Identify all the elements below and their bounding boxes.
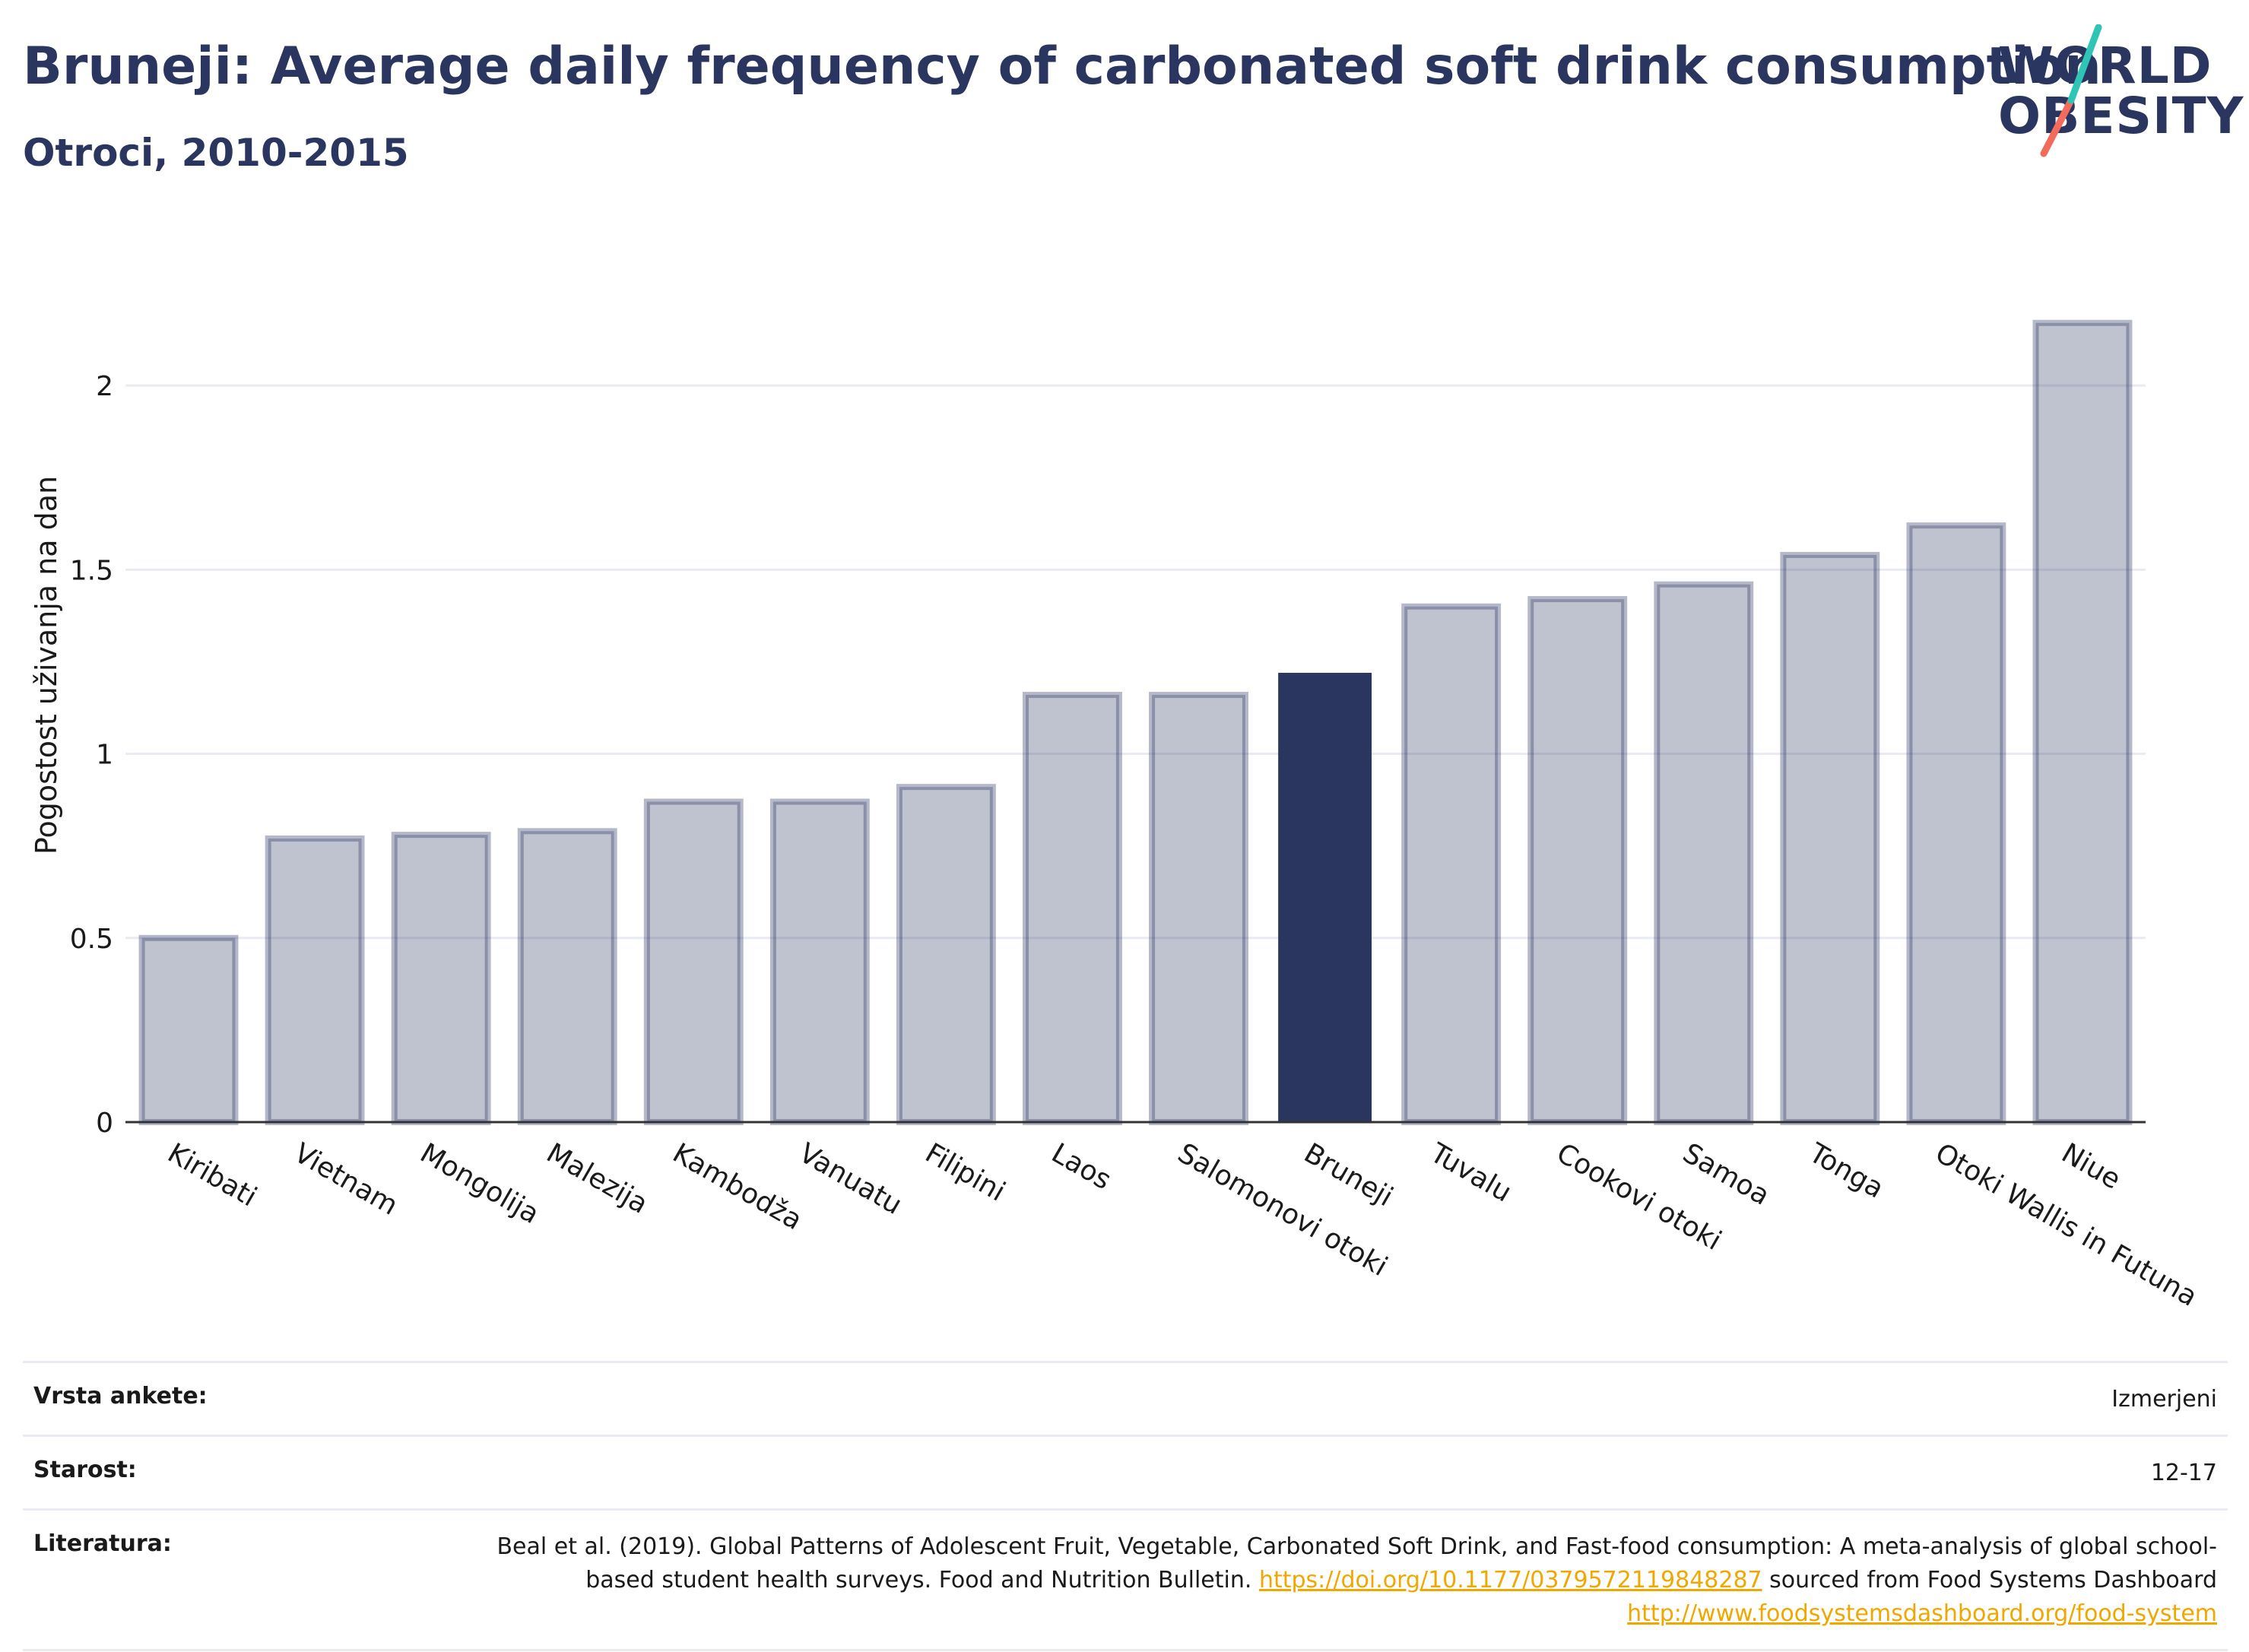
bars <box>138 319 2133 1126</box>
info-row-survey-type: Vrsta ankete: Izmerjeni <box>23 1361 2228 1435</box>
bar-vanuatu[interactable] <box>769 798 870 1125</box>
bar-samoa[interactable] <box>1654 581 1754 1125</box>
bar-vietnam[interactable] <box>265 835 365 1125</box>
logo-text-world: WORLD <box>1998 36 2213 95</box>
logo-slash-icon <box>2040 24 2102 157</box>
y-tick-label: 2 <box>96 371 113 402</box>
x-tick-label: Bruneji <box>1299 1137 1398 1213</box>
reference-text: Beal et al. (2019). Global Patterns of A… <box>496 1533 2217 1593</box>
reference-label: Literatura: <box>33 1530 172 1557</box>
reference-value: Beal et al. (2019). Global Patterns of A… <box>468 1530 2217 1631</box>
bar-chart: 0 0.5 1 1.5 2 Kiribati Vietnam MongolijaMalezij… <box>30 319 2203 1313</box>
y-tick-label: 0.5 <box>70 924 113 955</box>
bar-filipini[interactable] <box>896 784 996 1126</box>
x-tick-label: Tonga <box>1803 1137 1889 1205</box>
grid-lines <box>125 384 2146 940</box>
bar-malezija[interactable] <box>517 828 617 1125</box>
bar-otoki-wallis-in-futuna[interactable] <box>1906 522 2006 1125</box>
x-tick-label: Mongolija <box>415 1137 544 1230</box>
x-tick-label: Tuvalu <box>1424 1137 1516 1209</box>
bar-mongolija[interactable] <box>391 832 491 1126</box>
dashboard-link[interactable]: http://www.foodsystemsdashboard.org/food… <box>1627 1600 2217 1627</box>
info-row-age: Starost: 12-17 <box>23 1435 2228 1508</box>
chart-subtitle: Otroci, 2010-2015 <box>23 131 409 175</box>
x-tick-label: Salomonovi otoki <box>1172 1137 1393 1283</box>
bar-kambod-a[interactable] <box>643 798 744 1125</box>
x-tick-label: Kambodža <box>668 1137 807 1236</box>
reference-source-text: sourced from Food Systems Dashboard <box>1769 1567 2217 1593</box>
x-tick-label: Vanuatu <box>794 1137 907 1221</box>
survey-type-value: Izmerjeni <box>2111 1386 2217 1413</box>
doi-link[interactable]: https://doi.org/10.1177/0379572119848287 <box>1258 1567 1762 1593</box>
y-tick-label: 0 <box>96 1108 113 1139</box>
x-tick-label: Niue <box>2056 1137 2125 1195</box>
bar-tonga[interactable] <box>1780 551 1880 1125</box>
bar-tuvalu[interactable] <box>1401 603 1502 1125</box>
age-value: 12-17 <box>2150 1460 2217 1486</box>
x-tick-label: Vietnam <box>289 1137 403 1222</box>
x-tick-label: Malezija <box>541 1137 653 1220</box>
y-tick-label: 1 <box>96 740 113 771</box>
x-tick-label: Samoa <box>1677 1137 1775 1212</box>
x-tick-label: Filipini <box>920 1137 1010 1207</box>
y-tick-label: 1.5 <box>70 555 113 586</box>
bar-niue[interactable] <box>2032 319 2133 1125</box>
survey-type-label: Vrsta ankete: <box>33 1383 208 1409</box>
bar-laos[interactable] <box>1023 692 1122 1125</box>
x-tick-label: Kiribati <box>163 1137 262 1213</box>
bar-kiribati[interactable] <box>138 934 239 1125</box>
age-label: Starost: <box>33 1457 137 1483</box>
y-axis-title: Pogostost uživanja na dan <box>30 476 63 855</box>
bar-bruneji[interactable] <box>1278 672 1372 1122</box>
chart-title: Bruneji: Average daily frequency of carb… <box>23 36 2101 97</box>
info-row-reference: Literatura: Beal et al. (2019). Global P… <box>23 1508 2228 1651</box>
info-table: Vrsta ankete: Izmerjeni Starost: 12-17 L… <box>23 1361 2228 1651</box>
tick-labels: 0 0.5 1 1.5 2 Kiribati Vietnam MongolijaMalezij… <box>70 371 2203 1313</box>
logo-text-obesity: OBESITY <box>1998 87 2244 145</box>
x-tick-label: Laos <box>1046 1137 1116 1196</box>
bar-salomonovi-otoki[interactable] <box>1149 692 1248 1125</box>
bar-cookovi-otoki[interactable] <box>1527 596 1628 1125</box>
